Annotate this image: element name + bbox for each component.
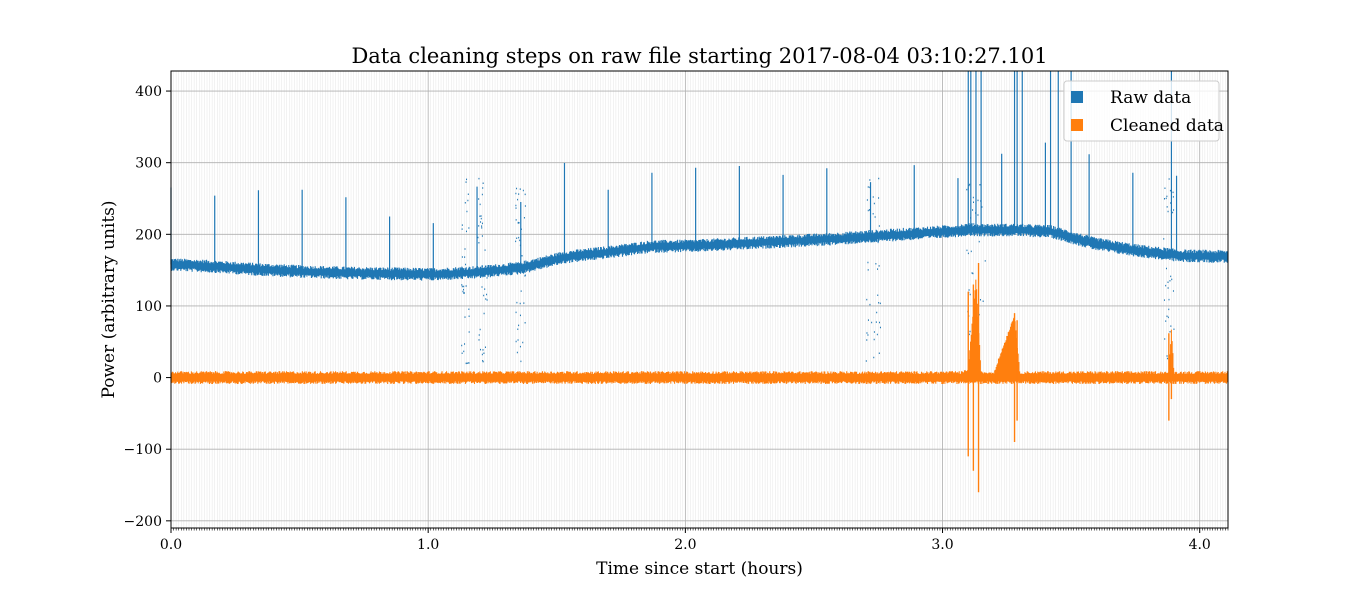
x-tick-label: 0.0 — [160, 537, 182, 553]
y-tick-label: 0 — [153, 371, 162, 387]
cleaned-data-spikes — [967, 263, 1173, 493]
legend-swatch — [1071, 91, 1083, 103]
legend: Raw data Cleaned data — [1063, 80, 1224, 142]
x-tick-label: 1.0 — [417, 537, 439, 553]
y-axis-label: Power (arbitrary units) — [99, 200, 119, 398]
legend-label: Cleaned data — [1110, 116, 1224, 136]
x-tick-label: 3.0 — [931, 537, 953, 553]
x-axis-label: Time since start (hours) — [596, 559, 803, 579]
plot-frame — [170, 70, 1229, 529]
axis-ticks: 0.0 1.0 2.0 3.0 4.0 −200 −100 0 100 200 300 400 — [124, 84, 1229, 553]
y-tick-label: 200 — [135, 227, 162, 243]
y-tick-label: 100 — [135, 299, 162, 315]
x-tick-label: 4.0 — [1189, 537, 1211, 553]
minor-grid — [170, 71, 1229, 528]
legend-swatch — [1071, 119, 1083, 131]
series-cleaned-data — [170, 263, 1228, 493]
y-tick-label: −100 — [124, 442, 162, 458]
y-tick-label: 400 — [135, 84, 162, 100]
chart-title: Data cleaning steps on raw file starting… — [351, 44, 1047, 68]
series-layer — [170, 71, 1228, 493]
legend-label: Raw data — [1110, 88, 1191, 108]
y-tick-label: −200 — [124, 514, 162, 530]
x-tick-label: 2.0 — [674, 537, 696, 553]
legend-box — [1063, 80, 1220, 142]
y-tick-label: 300 — [135, 156, 162, 172]
